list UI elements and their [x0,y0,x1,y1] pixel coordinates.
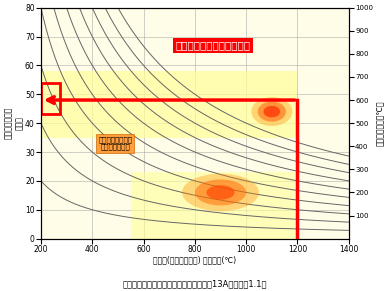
Ellipse shape [182,174,259,211]
Ellipse shape [251,97,293,126]
Bar [41,83,60,114]
Bar [41,71,298,138]
Text: リジェネバーナナシステム: リジェネバーナナシステム [175,40,251,50]
Bar [131,172,298,239]
Y-axis label: 予熱空気温度（℃）: 予熱空気温度（℃） [376,100,385,146]
Ellipse shape [258,102,286,122]
Y-axis label: 省エネルギー率
（％）: 省エネルギー率 （％） [4,107,24,139]
Ellipse shape [207,185,235,200]
Ellipse shape [195,180,246,205]
Text: レキュペバーナ・
輻射式熱交換器: レキュペバーナ・ 輻射式熱交換器 [98,136,132,150]
Ellipse shape [263,106,280,117]
Text: 予熱空気温度と省エネルギー率の関係（13A、空気比1.1）: 予熱空気温度と省エネルギー率の関係（13A、空気比1.1） [122,279,267,288]
X-axis label: 炉出口(熱交換器入口) 排気温度(℃): 炉出口(熱交換器入口) 排気温度(℃) [153,255,237,264]
